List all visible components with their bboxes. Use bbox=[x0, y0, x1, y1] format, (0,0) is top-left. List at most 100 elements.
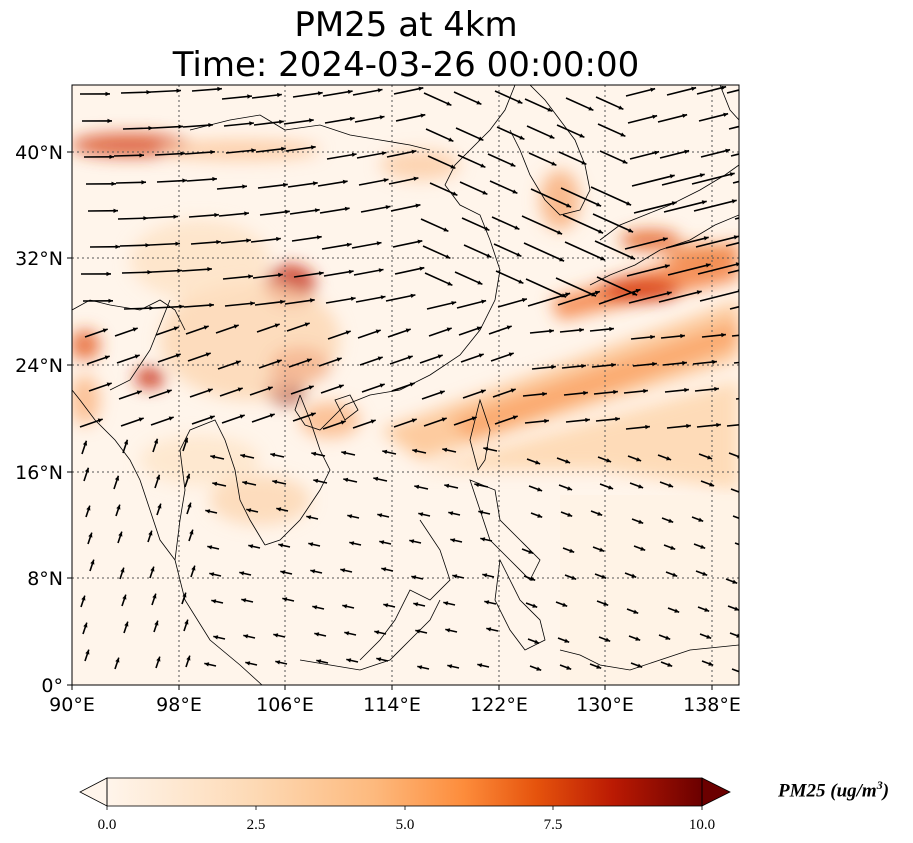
colorbar-tick-label: 10.0 bbox=[689, 817, 715, 833]
wind-vector-head bbox=[90, 559, 95, 565]
wind-vector-head bbox=[205, 352, 211, 357]
wind-vector bbox=[224, 302, 255, 307]
wind-vector-head bbox=[611, 362, 616, 368]
wind-vector-head bbox=[599, 547, 605, 552]
wind-vector-head bbox=[567, 486, 573, 491]
wind-vector bbox=[699, 290, 739, 302]
wind-vector bbox=[658, 290, 702, 303]
wind-vector-head bbox=[308, 542, 314, 547]
wind-vector-head bbox=[310, 569, 316, 574]
wind-vector-head bbox=[350, 296, 356, 301]
y-tick-label: 32°N bbox=[15, 248, 63, 270]
wind-vector bbox=[222, 275, 253, 280]
wind-vector bbox=[181, 268, 212, 272]
wind-vector-head bbox=[478, 136, 484, 141]
wind-vector bbox=[733, 361, 739, 364]
wind-vector-head bbox=[696, 290, 702, 295]
x-tick-label: 90°E bbox=[49, 694, 95, 716]
wind-vector-head bbox=[532, 603, 538, 608]
wind-vector-head bbox=[551, 161, 557, 166]
wind-vector bbox=[693, 199, 737, 212]
wind-vector-head bbox=[283, 182, 288, 188]
wind-vector bbox=[599, 150, 628, 165]
wind-vector bbox=[117, 217, 149, 220]
wind-vector bbox=[560, 187, 602, 207]
map-border bbox=[71, 84, 740, 686]
wind-vector-head bbox=[735, 262, 739, 267]
wind-vector-head bbox=[106, 271, 111, 277]
wind-vector-head bbox=[279, 119, 284, 125]
wind-vector-head bbox=[316, 659, 322, 664]
wind-vector bbox=[254, 300, 285, 306]
wind-vector bbox=[356, 151, 387, 159]
wind-vector bbox=[393, 87, 424, 95]
wind-vector-head bbox=[447, 281, 453, 286]
wind-vector-head bbox=[446, 327, 452, 332]
wind-vector bbox=[489, 180, 518, 195]
wind-vector-head bbox=[753, 121, 758, 125]
wind-vector-head bbox=[628, 228, 634, 233]
wind-vector bbox=[289, 208, 320, 215]
wind-vector bbox=[353, 268, 384, 276]
colorbar-label: PM25 (ug/m3) bbox=[778, 778, 890, 802]
wind-vector-head bbox=[723, 112, 729, 117]
wind-vector-head bbox=[318, 271, 324, 276]
wind-vector-head bbox=[615, 416, 620, 422]
wind-vector bbox=[558, 151, 587, 166]
wind-vector-head bbox=[751, 332, 756, 336]
wind-vector-head bbox=[549, 328, 554, 334]
wind-vector bbox=[495, 270, 524, 285]
wind-vector bbox=[423, 92, 452, 107]
wind-vector-head bbox=[510, 162, 516, 167]
wind-vector-head bbox=[312, 181, 318, 186]
wind-vector-head bbox=[443, 227, 449, 232]
wind-vector-head bbox=[233, 324, 239, 329]
wind-vector-head bbox=[235, 360, 241, 365]
wind-vector-head bbox=[418, 86, 424, 91]
wind-vector-head bbox=[771, 171, 776, 175]
wind-vector-head bbox=[670, 545, 676, 550]
wind-vector-head bbox=[347, 514, 353, 519]
wind-vector-head bbox=[86, 505, 91, 511]
wind-vector bbox=[735, 397, 739, 400]
wind-vector bbox=[521, 215, 563, 235]
wind-vector-head bbox=[452, 191, 458, 196]
wind-vector bbox=[629, 150, 660, 160]
wind-vector bbox=[319, 207, 350, 214]
wind-vector-head bbox=[518, 279, 524, 284]
wind-vector bbox=[697, 262, 739, 275]
wind-vector-head bbox=[667, 662, 673, 667]
wind-vector-head bbox=[536, 666, 542, 671]
wind-vector-head bbox=[207, 545, 213, 550]
wind-vector bbox=[392, 240, 423, 248]
wind-vector-head bbox=[304, 322, 310, 327]
ocean-clean-area bbox=[560, 495, 739, 685]
wind-vector bbox=[457, 154, 486, 169]
wind-vector bbox=[497, 298, 528, 308]
wind-vector-head bbox=[250, 301, 255, 306]
wind-vector-head bbox=[519, 135, 525, 140]
wind-vector-head bbox=[314, 632, 320, 637]
wind-vector-head bbox=[382, 449, 388, 455]
wind-vector-head bbox=[684, 149, 690, 154]
wind-vector bbox=[556, 124, 585, 139]
wind-vector-head bbox=[104, 355, 110, 360]
wind-vector-head bbox=[534, 639, 540, 644]
wind-vector-head bbox=[175, 353, 181, 358]
wind-vector bbox=[182, 124, 213, 128]
wind-vector-head bbox=[484, 226, 490, 231]
wind-vector bbox=[121, 271, 153, 274]
wind-vector-head bbox=[187, 502, 192, 508]
wind-vector-head bbox=[535, 460, 541, 465]
wind-vector-head bbox=[278, 272, 283, 278]
wind-vector-head bbox=[346, 242, 352, 247]
wind-vector-head bbox=[636, 457, 642, 462]
wind-vector-head bbox=[439, 390, 445, 395]
wind-vector-head bbox=[699, 173, 705, 178]
wind-vector-head bbox=[209, 303, 214, 308]
wind-vector-head bbox=[600, 256, 606, 261]
wind-vector-head bbox=[477, 280, 483, 285]
wind-vector bbox=[729, 305, 739, 310]
wind-vector-head bbox=[212, 481, 218, 487]
wind-vector-head bbox=[379, 540, 385, 545]
